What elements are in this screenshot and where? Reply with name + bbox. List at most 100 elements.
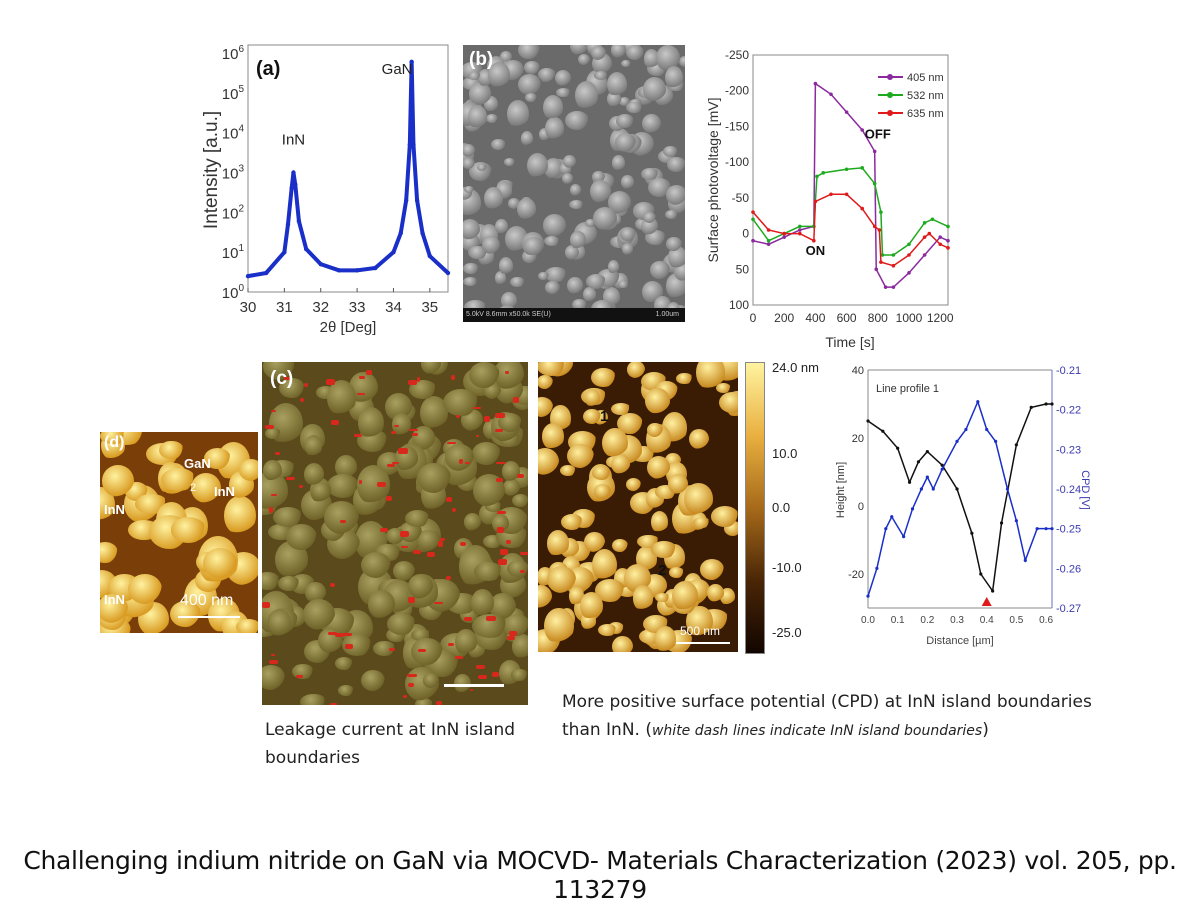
leakage-spot — [506, 539, 512, 544]
height-series-point — [940, 463, 944, 467]
spv-series-point — [766, 228, 771, 232]
surface-grain — [720, 587, 735, 605]
leakage-spot — [269, 659, 278, 665]
x-tick-label: 0.0 — [861, 615, 875, 626]
x-axis-label: Time [s] — [825, 334, 874, 350]
cpd-series-point — [1005, 487, 1010, 491]
surface-grain — [642, 212, 656, 224]
y-tick-label: 105 — [222, 84, 245, 103]
height-series-point — [991, 589, 995, 593]
cpd-series-point — [1035, 527, 1039, 531]
surface-grain — [501, 614, 528, 636]
surface-grain — [495, 219, 508, 235]
leakage-spot — [271, 653, 275, 657]
xrd-point — [318, 261, 323, 267]
leakage-spot — [406, 674, 417, 678]
citation-footer: Challenging indium nitride on GaN via MO… — [23, 846, 1177, 904]
xrd-point — [285, 222, 291, 227]
annotation-on: ON — [806, 243, 826, 258]
surface-grain — [707, 583, 725, 603]
xrd-point — [411, 142, 416, 147]
cpd-series-point — [964, 427, 968, 432]
surface-grain — [617, 280, 629, 289]
surface-grain — [567, 444, 594, 469]
surface-grain — [651, 541, 677, 558]
leakage-spot — [486, 615, 496, 622]
surface-grain — [454, 674, 471, 694]
surface-grain — [622, 242, 633, 255]
leakage-spot — [455, 414, 461, 419]
x-tick-label: 34 — [385, 299, 402, 316]
surface-grain — [610, 454, 631, 475]
y-tick-label: 102 — [222, 203, 245, 222]
xrd-point — [427, 253, 433, 259]
surface-grain — [463, 277, 479, 287]
spv-series-point — [844, 167, 849, 172]
leakage-spot — [271, 493, 278, 497]
spv-series-point — [891, 253, 896, 257]
peak-label-gan: GaN — [382, 61, 413, 78]
scale-bar — [178, 616, 240, 618]
spv-series-point — [766, 238, 771, 243]
leakage-spot — [473, 406, 482, 409]
surface-grain — [278, 576, 301, 591]
leakage-spot — [495, 429, 503, 432]
surface-grain — [618, 97, 630, 107]
spv-series-point — [766, 242, 771, 247]
leakage-spot — [345, 644, 353, 650]
surface-grain — [719, 391, 738, 413]
leakage-spot — [379, 527, 389, 533]
leakage-spot — [495, 461, 506, 464]
surface-grain — [611, 154, 625, 172]
x-tick-label: 0.6 — [1039, 615, 1053, 626]
label-2: 2 — [190, 482, 197, 494]
leakage-spot — [477, 675, 487, 680]
y-tick-label: 40 — [852, 365, 864, 377]
panel-label-b: (b) — [469, 49, 494, 70]
leakage-spot — [434, 602, 443, 605]
scale-bar-label: 400 nm — [180, 592, 234, 609]
marker-1: 1 — [600, 408, 609, 425]
surface-grain — [538, 362, 566, 376]
cpd-series-point — [1023, 558, 1027, 562]
surface-grain — [507, 99, 530, 128]
surface-grain — [507, 198, 521, 209]
leakage-spot — [268, 507, 274, 514]
spv-series-point — [872, 181, 877, 186]
height-series-point — [1044, 402, 1048, 406]
leakage-spot — [417, 648, 426, 653]
spv-series-point — [891, 285, 896, 289]
surface-grain — [341, 634, 373, 657]
panel-label-d: (d) — [104, 434, 125, 451]
surface-grain — [492, 514, 510, 534]
line-profile-chart: 0.0 0.1 0.2 0.3 0.4 0.5 0.6 -20 0 20 40 -0.21 -0.22 -… — [835, 365, 1090, 647]
leakage-spot — [295, 674, 303, 679]
surface-grain — [286, 524, 317, 550]
surface-grain — [544, 267, 568, 282]
surface-grain — [611, 402, 632, 416]
scale-bar — [444, 684, 504, 687]
surface-grain — [510, 276, 525, 288]
surface-grain — [299, 693, 328, 705]
surface-grain — [474, 562, 503, 581]
spv-series-point — [813, 199, 818, 204]
surface-grain — [675, 372, 694, 385]
xrd-point — [263, 270, 269, 276]
x-tick-label: 32 — [312, 299, 329, 316]
surface-grain — [560, 513, 584, 530]
leakage-spot — [495, 413, 506, 418]
surface-grain — [527, 152, 549, 179]
leakage-spot — [329, 583, 336, 587]
leakage-spot — [271, 409, 276, 413]
surface-grain — [338, 684, 355, 696]
surface-grain — [585, 218, 597, 227]
leakage-spot — [407, 597, 415, 603]
xrd-line — [247, 61, 450, 279]
surface-grain — [392, 560, 416, 582]
surface-grain — [202, 548, 237, 579]
colorbar — [745, 362, 765, 654]
surface-grain — [386, 613, 417, 636]
height-series-point — [881, 429, 885, 433]
leakage-spot — [438, 541, 443, 547]
x-axis-label: 2θ [Deg] — [320, 319, 377, 336]
